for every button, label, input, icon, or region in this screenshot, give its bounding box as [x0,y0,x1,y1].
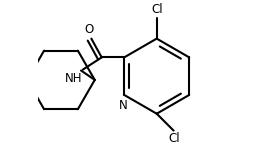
Text: Cl: Cl [169,132,180,145]
Text: N: N [119,99,128,112]
Text: Cl: Cl [151,3,162,16]
Text: NH: NH [64,72,82,85]
Text: O: O [85,23,94,36]
